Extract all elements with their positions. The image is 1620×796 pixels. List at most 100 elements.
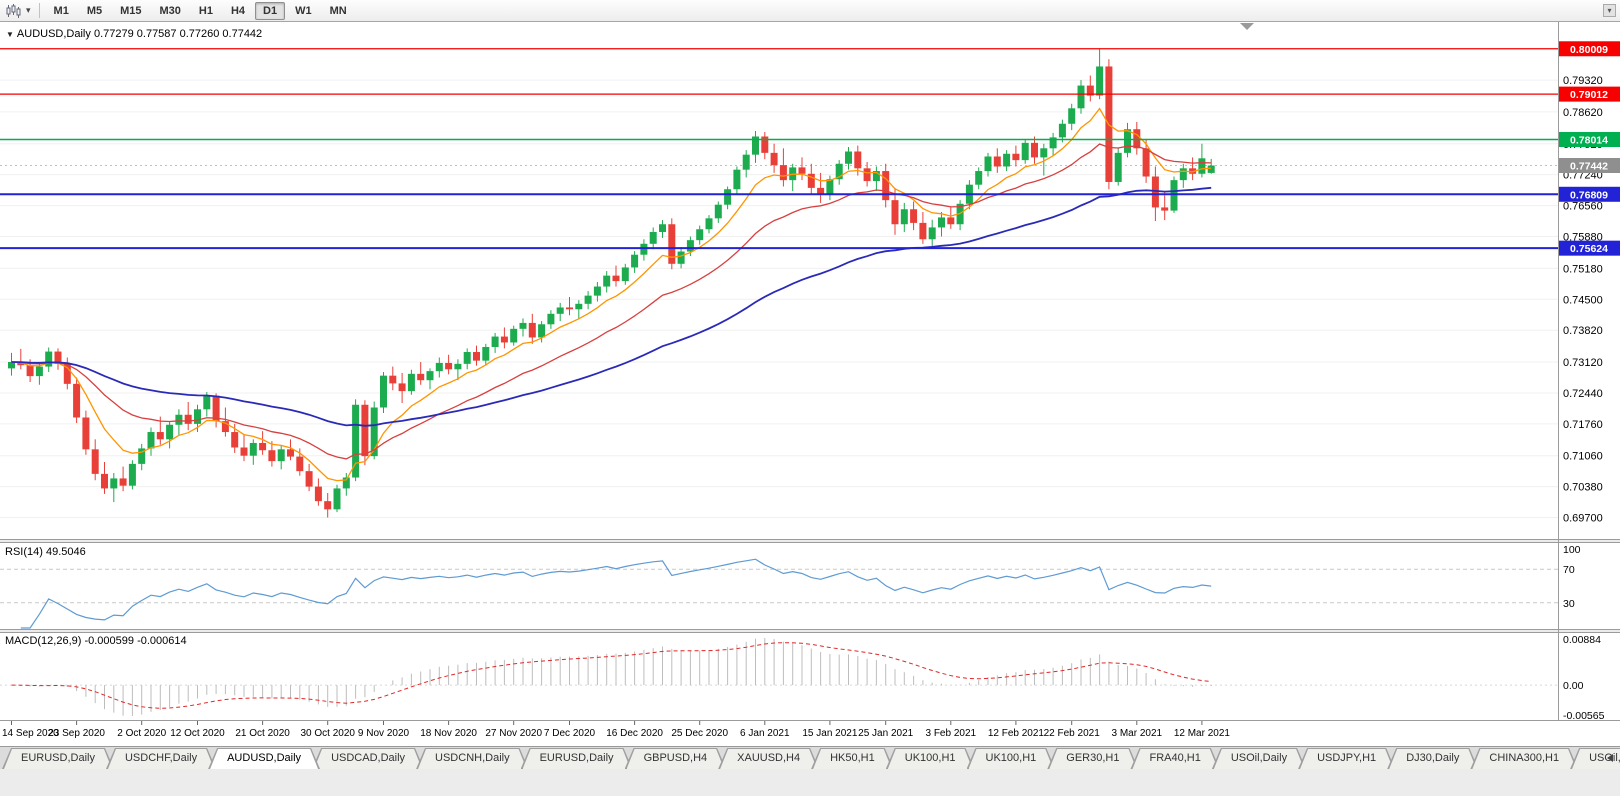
svg-text:0.74500: 0.74500 [1563, 294, 1603, 306]
candles-layer [8, 48, 1215, 518]
panel-splitter[interactable] [0, 539, 1620, 543]
chart-shift-marker-icon[interactable] [1240, 23, 1254, 30]
chart-tab-list: EURUSD,Daily USDCHF,Daily AUDUSD,Daily USDC… [2, 748, 1620, 769]
candlestick-chart-glyph [6, 3, 21, 18]
svg-text:0.73120: 0.73120 [1563, 357, 1603, 369]
tab-scroll-left-button[interactable] [1603, 751, 1617, 765]
svg-text:30 Oct 2020: 30 Oct 2020 [300, 728, 355, 739]
tab-usdcnh-daily[interactable]: USDCNH,Daily [416, 748, 529, 769]
timeframe-button-mn[interactable]: MN [329, 4, 347, 17]
tab-hk50-h1[interactable]: HK50,H1 [811, 748, 894, 769]
svg-text:100: 100 [1563, 544, 1581, 556]
chart-canvas[interactable]: 0.793200.786200.779200.772400.765600.758… [0, 22, 1620, 746]
svg-text:3 Feb 2021: 3 Feb 2021 [925, 728, 976, 739]
price-tag: 0.79012 [1559, 86, 1620, 102]
price-tag: 0.80009 [1559, 41, 1620, 57]
svg-text:25 Dec 2020: 25 Dec 2020 [671, 728, 728, 739]
svg-text:0.78014: 0.78014 [1570, 134, 1608, 146]
svg-text:21 Oct 2020: 21 Oct 2020 [235, 728, 290, 739]
chart-tab-bar: EURUSD,Daily USDCHF,Daily AUDUSD,Daily USDC… [0, 746, 1620, 769]
svg-text:0.77442: 0.77442 [1570, 161, 1608, 173]
tab-uk100-h1[interactable]: UK100,H1 [967, 748, 1056, 769]
svg-text:0.78620: 0.78620 [1563, 107, 1603, 119]
tab-audusd-daily[interactable]: AUDUSD,Daily [208, 748, 320, 769]
chart-type-icon[interactable] [6, 3, 21, 18]
tab-ger30-h1[interactable]: GER30,H1 [1047, 748, 1138, 769]
tab-usdchf-daily[interactable]: USDCHF,Daily [106, 748, 216, 769]
svg-text:16 Dec 2020: 16 Dec 2020 [606, 728, 663, 739]
timeframe-button-m15[interactable]: M15 [120, 4, 142, 17]
statusbar-area [0, 769, 1620, 796]
toolbar: ▾ M1 M5 M15 M30 H1 H4 D1 W1 MN ▾ [0, 0, 1620, 22]
svg-text:12 Mar 2021: 12 Mar 2021 [1174, 728, 1231, 739]
svg-text:0.75180: 0.75180 [1563, 263, 1603, 275]
rsi-panel: 100 70 30 [0, 544, 1581, 610]
tab-eurusd-daily[interactable]: EURUSD,Daily [521, 748, 633, 769]
ma-mid-line [11, 143, 1212, 460]
timeframe-button-h4[interactable]: H4 [230, 4, 246, 17]
price-tag: 0.78014 [1559, 131, 1620, 147]
toolbar-overflow-button[interactable]: ▾ [1603, 4, 1616, 17]
svg-text:30: 30 [1563, 598, 1575, 610]
tab-usoil-daily[interactable]: USOil,Daily [1212, 748, 1306, 769]
ma-fast-line [11, 107, 1212, 482]
svg-text:0.73820: 0.73820 [1563, 325, 1603, 337]
tab-eurusd-daily[interactable]: EURUSD,Daily [2, 748, 114, 769]
svg-text:25 Jan 2021: 25 Jan 2021 [858, 728, 913, 739]
svg-text:0.00884: 0.00884 [1563, 634, 1601, 646]
svg-text:7 Dec 2020: 7 Dec 2020 [544, 728, 596, 739]
macd-histogram [20, 638, 1212, 716]
svg-text:70: 70 [1563, 564, 1575, 576]
panel-splitter[interactable] [0, 629, 1620, 633]
timeframe-button-m5[interactable]: M5 [86, 4, 103, 17]
svg-text:22 Feb 2021: 22 Feb 2021 [1044, 728, 1101, 739]
svg-text:12 Feb 2021: 12 Feb 2021 [988, 728, 1045, 739]
tab-gbpusd-h4[interactable]: GBPUSD,H4 [625, 748, 727, 769]
svg-text:0.76560: 0.76560 [1563, 201, 1603, 213]
tab-xauusd-h4[interactable]: XAUUSD,H4 [718, 748, 819, 769]
svg-text:2 Oct 2020: 2 Oct 2020 [117, 728, 166, 739]
timeframe-button-w1[interactable]: W1 [295, 4, 312, 17]
svg-text:0.79012: 0.79012 [1570, 89, 1608, 101]
tab-china300-h1[interactable]: CHINA300,H1 [1470, 748, 1578, 769]
svg-text:12 Oct 2020: 12 Oct 2020 [170, 728, 225, 739]
svg-text:27 Nov 2020: 27 Nov 2020 [485, 728, 542, 739]
svg-text:0.72440: 0.72440 [1563, 388, 1603, 400]
svg-text:0.69700: 0.69700 [1563, 513, 1603, 525]
svg-text:9 Nov 2020: 9 Nov 2020 [358, 728, 410, 739]
price-tag: 0.75624 [1559, 240, 1620, 256]
one-click-trading-icon[interactable]: ▼ [6, 30, 14, 39]
left-arrow-icon [1607, 754, 1613, 762]
svg-text:0.00: 0.00 [1563, 680, 1584, 692]
timeframe-button-m1[interactable]: M1 [53, 4, 69, 17]
chart-type-dropdown-caret-icon[interactable]: ▾ [26, 5, 31, 15]
rsi-line [20, 558, 1212, 629]
price-tag: 0.76809 [1559, 186, 1620, 202]
price-grid [0, 79, 1558, 519]
timeframe-button-d1[interactable]: D1 [255, 1, 286, 20]
ma-slow-line [11, 186, 1212, 427]
svg-text:0.79320: 0.79320 [1563, 75, 1603, 87]
svg-text:0.76809: 0.76809 [1570, 189, 1608, 201]
tab-usdcad-daily[interactable]: USDCAD,Daily [312, 748, 424, 769]
macd-axis: 0.00884 0.00 -0.00565 [1563, 634, 1605, 722]
timeframe-button-group: M1 M5 M15 M30 H1 H4 D1 W1 MN [45, 1, 356, 20]
chart-window: 0.793200.786200.779200.772400.765600.758… [0, 22, 1620, 746]
tab-uk100-h1[interactable]: UK100,H1 [886, 748, 975, 769]
svg-text:23 Sep 2020: 23 Sep 2020 [48, 728, 105, 739]
svg-text:0.71760: 0.71760 [1563, 419, 1603, 431]
timeframe-button-m30[interactable]: M30 [159, 4, 181, 17]
svg-text:0.75880: 0.75880 [1563, 232, 1603, 244]
toolbar-separator [38, 3, 40, 18]
svg-text:0.80009: 0.80009 [1570, 44, 1608, 56]
svg-text:0.70380: 0.70380 [1563, 482, 1603, 494]
macd-signal-line [11, 642, 1212, 709]
tab-dj30-daily[interactable]: DJ30,Daily [1387, 748, 1478, 769]
svg-text:-0.00565: -0.00565 [1563, 710, 1605, 722]
svg-text:6 Jan 2021: 6 Jan 2021 [740, 728, 790, 739]
timeframe-button-h1[interactable]: H1 [198, 4, 213, 17]
svg-text:0.75624: 0.75624 [1570, 243, 1608, 255]
tab-usdjpy-h1[interactable]: USDJPY,H1 [1298, 748, 1395, 769]
tab-fra40-h1[interactable]: FRA40,H1 [1130, 748, 1219, 769]
